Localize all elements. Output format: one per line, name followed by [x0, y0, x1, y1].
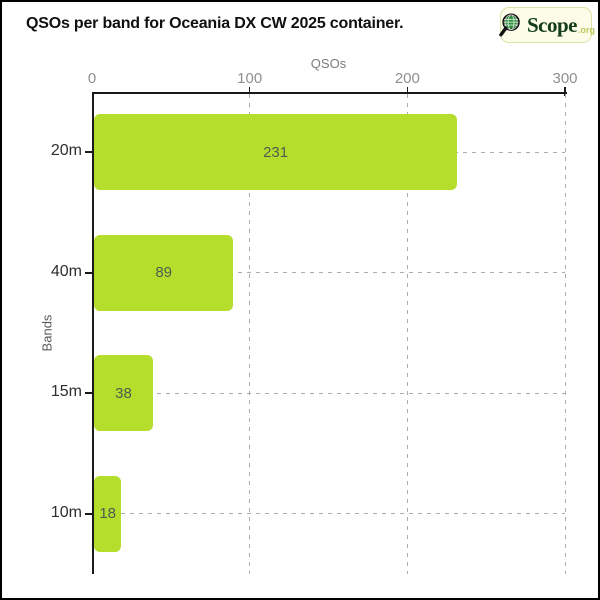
chart-title: QSOs per band for Oceania DX CW 2025 con…: [26, 15, 404, 32]
magnifier-globe-icon: [497, 10, 527, 40]
x-tick-label-300: 300: [552, 70, 578, 87]
x-tick-label-100: 100: [237, 70, 263, 87]
y-tick-mark-40m: [85, 271, 92, 274]
gridline-vertical-300: [564, 94, 566, 574]
gridline-horizontal-15m: [94, 392, 565, 394]
bar-15m: 38: [94, 355, 153, 432]
x-tick-label-200: 200: [394, 70, 420, 87]
bar-20m: 231: [94, 114, 458, 191]
band-label-10m: 10m: [50, 503, 82, 521]
band-label-15m: 15m: [50, 383, 82, 401]
gridline-vertical-100: [249, 94, 251, 574]
band-label-20m: 20m: [50, 142, 82, 160]
bar-value-label-20m: 231: [263, 143, 289, 161]
y-tick-mark-15m: [85, 392, 92, 395]
gridline-horizontal-40m: [94, 272, 565, 274]
y-axis-line: [92, 92, 94, 574]
bar-value-label-10m: 18: [99, 505, 117, 523]
logo-tld-text: .org: [578, 25, 595, 35]
x-axis-line: [92, 92, 567, 94]
bar-40m: 89: [94, 234, 234, 311]
qscope-logo[interactable]: Scope .org: [497, 7, 595, 43]
bar-value-label-15m: 38: [115, 384, 132, 402]
x-axis-title: QSOs: [310, 56, 347, 71]
band-label-40m: 40m: [50, 262, 82, 280]
x-tick-mark-200: [406, 87, 409, 96]
x-tick-mark-300: [564, 87, 566, 96]
x-tick-mark-100: [248, 87, 251, 96]
bar-10m: 18: [94, 475, 122, 552]
gridline-vertical-200: [406, 94, 408, 574]
y-tick-mark-20m: [85, 151, 92, 154]
gridline-horizontal-10m: [94, 513, 565, 515]
x-tick-label-0: 0: [87, 70, 97, 87]
y-tick-mark-10m: [85, 512, 92, 515]
logo-brand-text: Scope: [527, 12, 578, 37]
bar-value-label-40m: 89: [155, 264, 172, 282]
y-axis-title: Bands: [39, 314, 55, 352]
